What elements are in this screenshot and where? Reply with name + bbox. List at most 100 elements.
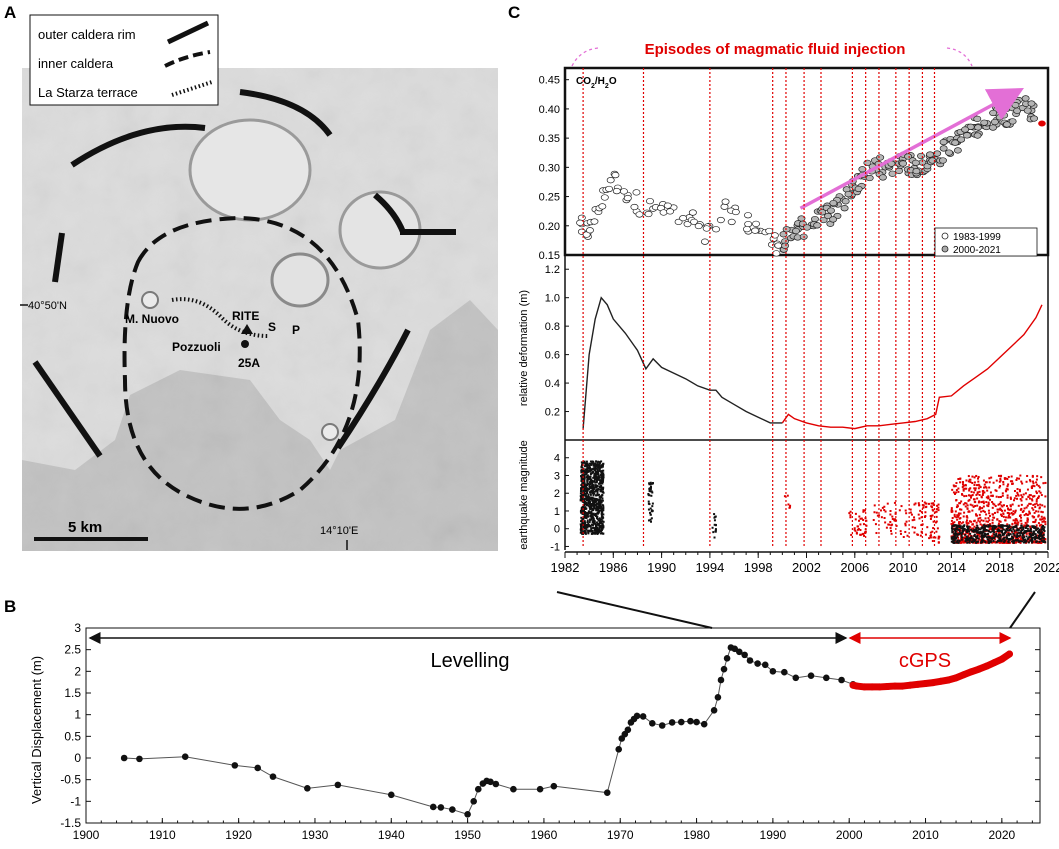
levelling-point	[181, 753, 189, 760]
co2-point-2000-2021	[1030, 115, 1039, 122]
earthquake-point	[928, 537, 931, 540]
earthquake-point	[964, 537, 967, 540]
earthquake-point	[953, 539, 956, 542]
co2-point-1983-1999	[611, 171, 620, 179]
earthquake-point	[987, 524, 990, 527]
cgps-point	[929, 679, 937, 687]
earthquake-point	[586, 519, 589, 522]
earthquake-point	[862, 509, 865, 512]
earthquake-point	[968, 537, 971, 540]
earthquake-point	[1041, 536, 1044, 539]
earthquake-point	[960, 527, 963, 530]
earthquake-point	[865, 524, 868, 527]
earthquake-point	[599, 532, 602, 535]
earthquake-point	[935, 530, 938, 533]
earthquake-point	[995, 479, 998, 482]
earthquake-point	[1025, 506, 1028, 509]
earthquake-point	[968, 530, 971, 533]
label-pozzuoli: Pozzuoli	[172, 340, 221, 354]
earthquake-point	[1017, 535, 1020, 538]
earthquake-point	[1034, 535, 1037, 538]
earthquake-point	[593, 472, 596, 475]
earthquake-point	[904, 509, 907, 512]
earthquake-point	[1003, 509, 1006, 512]
earthquake-point	[983, 528, 986, 531]
earthquake-point	[1025, 526, 1028, 529]
earthquake-point	[586, 474, 589, 477]
earthquake-point	[856, 528, 859, 531]
earthquake-point	[600, 470, 603, 473]
earthquake-point	[993, 527, 996, 530]
levelling-point	[437, 804, 445, 811]
earthquake-point	[961, 540, 964, 543]
earthquake-point	[987, 495, 990, 498]
earthquake-point	[995, 534, 998, 537]
earthquake-point	[1034, 505, 1037, 508]
earthquake-point	[602, 504, 605, 507]
earthquake-point	[601, 493, 604, 496]
earthquake-point	[713, 513, 716, 516]
earthquake-point	[600, 524, 603, 527]
earthquake-point	[592, 494, 595, 497]
levelling-point	[492, 780, 500, 788]
earthquake-point	[590, 485, 593, 488]
earthquake-point	[966, 537, 969, 540]
earthquake-point	[976, 492, 979, 495]
earthquake-point	[1014, 509, 1017, 512]
earthquake-point	[1007, 532, 1010, 535]
earthquake-point	[992, 539, 995, 542]
earthquake-point	[595, 488, 598, 491]
earthquake-point	[1016, 528, 1019, 531]
earthquake-point	[592, 489, 595, 492]
earthquake-point	[1012, 540, 1015, 543]
earthquake-point	[582, 477, 585, 480]
earthquake-point	[602, 513, 605, 516]
earthquake-point	[650, 486, 653, 489]
earthquake-point	[1018, 515, 1021, 518]
co2-point-1983-1999	[646, 197, 654, 205]
levelling-point	[429, 803, 437, 811]
earthquake-point	[594, 501, 597, 504]
earthquake-point	[1007, 538, 1010, 541]
earthquake-point	[1018, 531, 1021, 534]
earthquake-point	[1004, 519, 1007, 522]
earthquake-point	[1035, 502, 1038, 505]
earthquake-point	[585, 501, 588, 504]
earthquake-point	[596, 515, 599, 518]
earthquake-point	[594, 504, 597, 507]
earthquake-point	[594, 469, 597, 472]
earthquake-point	[1017, 527, 1020, 530]
earthquake-point	[987, 520, 990, 523]
earthquake-point	[597, 523, 600, 526]
earthquake-point	[651, 491, 654, 494]
earthquake-point	[961, 526, 964, 529]
levelling-point	[536, 785, 544, 793]
earthquake-point	[910, 513, 913, 516]
earthquake-point	[1015, 522, 1018, 525]
earthquake-point	[595, 480, 598, 483]
earthquake-point	[1023, 536, 1026, 539]
earthquake-point	[934, 521, 937, 524]
earthquake-point	[986, 532, 989, 535]
earthquake-point	[588, 483, 591, 486]
earthquake-point	[1031, 525, 1034, 528]
earthquake-point	[966, 504, 969, 507]
earthquake-point	[581, 469, 584, 472]
earthquake-point	[598, 465, 601, 468]
earthquake-point	[962, 488, 965, 491]
earthquake-point	[582, 485, 585, 488]
earthquake-point	[985, 533, 988, 536]
earthquake-point	[891, 515, 894, 518]
earthquake-point	[1021, 510, 1024, 513]
earthquake-point	[1009, 528, 1012, 531]
earthquake-point	[1034, 533, 1037, 536]
earthquake-point	[987, 541, 990, 544]
earthquake-point	[918, 504, 921, 507]
earthquake-point	[987, 509, 990, 512]
earthquake-point	[1012, 519, 1015, 522]
earthquake-point	[961, 530, 964, 533]
co2-point-2000-2021	[939, 145, 948, 152]
earthquake-point	[1006, 529, 1009, 532]
earthquake-point	[584, 473, 587, 476]
panel-label-a: A	[4, 3, 16, 22]
